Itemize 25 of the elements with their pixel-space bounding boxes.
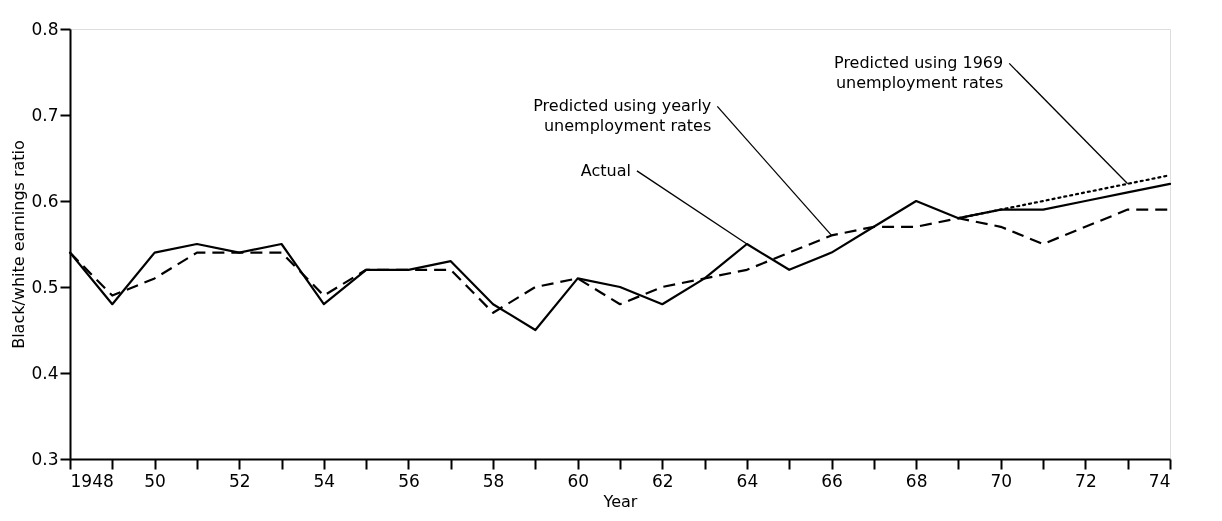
x-tick-label: 68 bbox=[905, 470, 928, 491]
x-tick-label: 54 bbox=[313, 470, 336, 491]
y-tick-label: 0.8 bbox=[31, 18, 59, 39]
x-tick-label: 52 bbox=[228, 470, 251, 491]
x-tick-label: 56 bbox=[398, 470, 420, 491]
x-tick-label: 62 bbox=[651, 470, 674, 491]
y-axis-title: Black/white earnings ratio bbox=[9, 140, 29, 349]
x-tick-label: 60 bbox=[567, 470, 590, 491]
x-tick-label: 58 bbox=[482, 470, 505, 491]
text: Predicted using yearly unemployment rates bbox=[533, 96, 712, 136]
x-tick-label: 70 bbox=[990, 470, 1013, 491]
x-axis-title: Year bbox=[602, 491, 638, 511]
x-tick-label: 1948 bbox=[70, 470, 114, 491]
y-tick-label: 0.5 bbox=[31, 276, 59, 297]
x-tick-label: 64 bbox=[736, 470, 759, 491]
y-tick-label: 0.3 bbox=[31, 448, 59, 469]
x-tick-label: 72 bbox=[1075, 470, 1097, 491]
y-tick-label: 0.7 bbox=[31, 104, 59, 125]
y-tick-label: 0.6 bbox=[31, 190, 59, 211]
y-tick-label: 0.4 bbox=[31, 362, 59, 383]
x-tick-label: 50 bbox=[144, 470, 166, 491]
text: Predicted using 1969 unemployment rates bbox=[834, 53, 1004, 93]
x-tick-label: 66 bbox=[821, 470, 843, 491]
x-tick-label: 74 bbox=[1148, 470, 1171, 491]
text: Actual bbox=[580, 160, 631, 180]
